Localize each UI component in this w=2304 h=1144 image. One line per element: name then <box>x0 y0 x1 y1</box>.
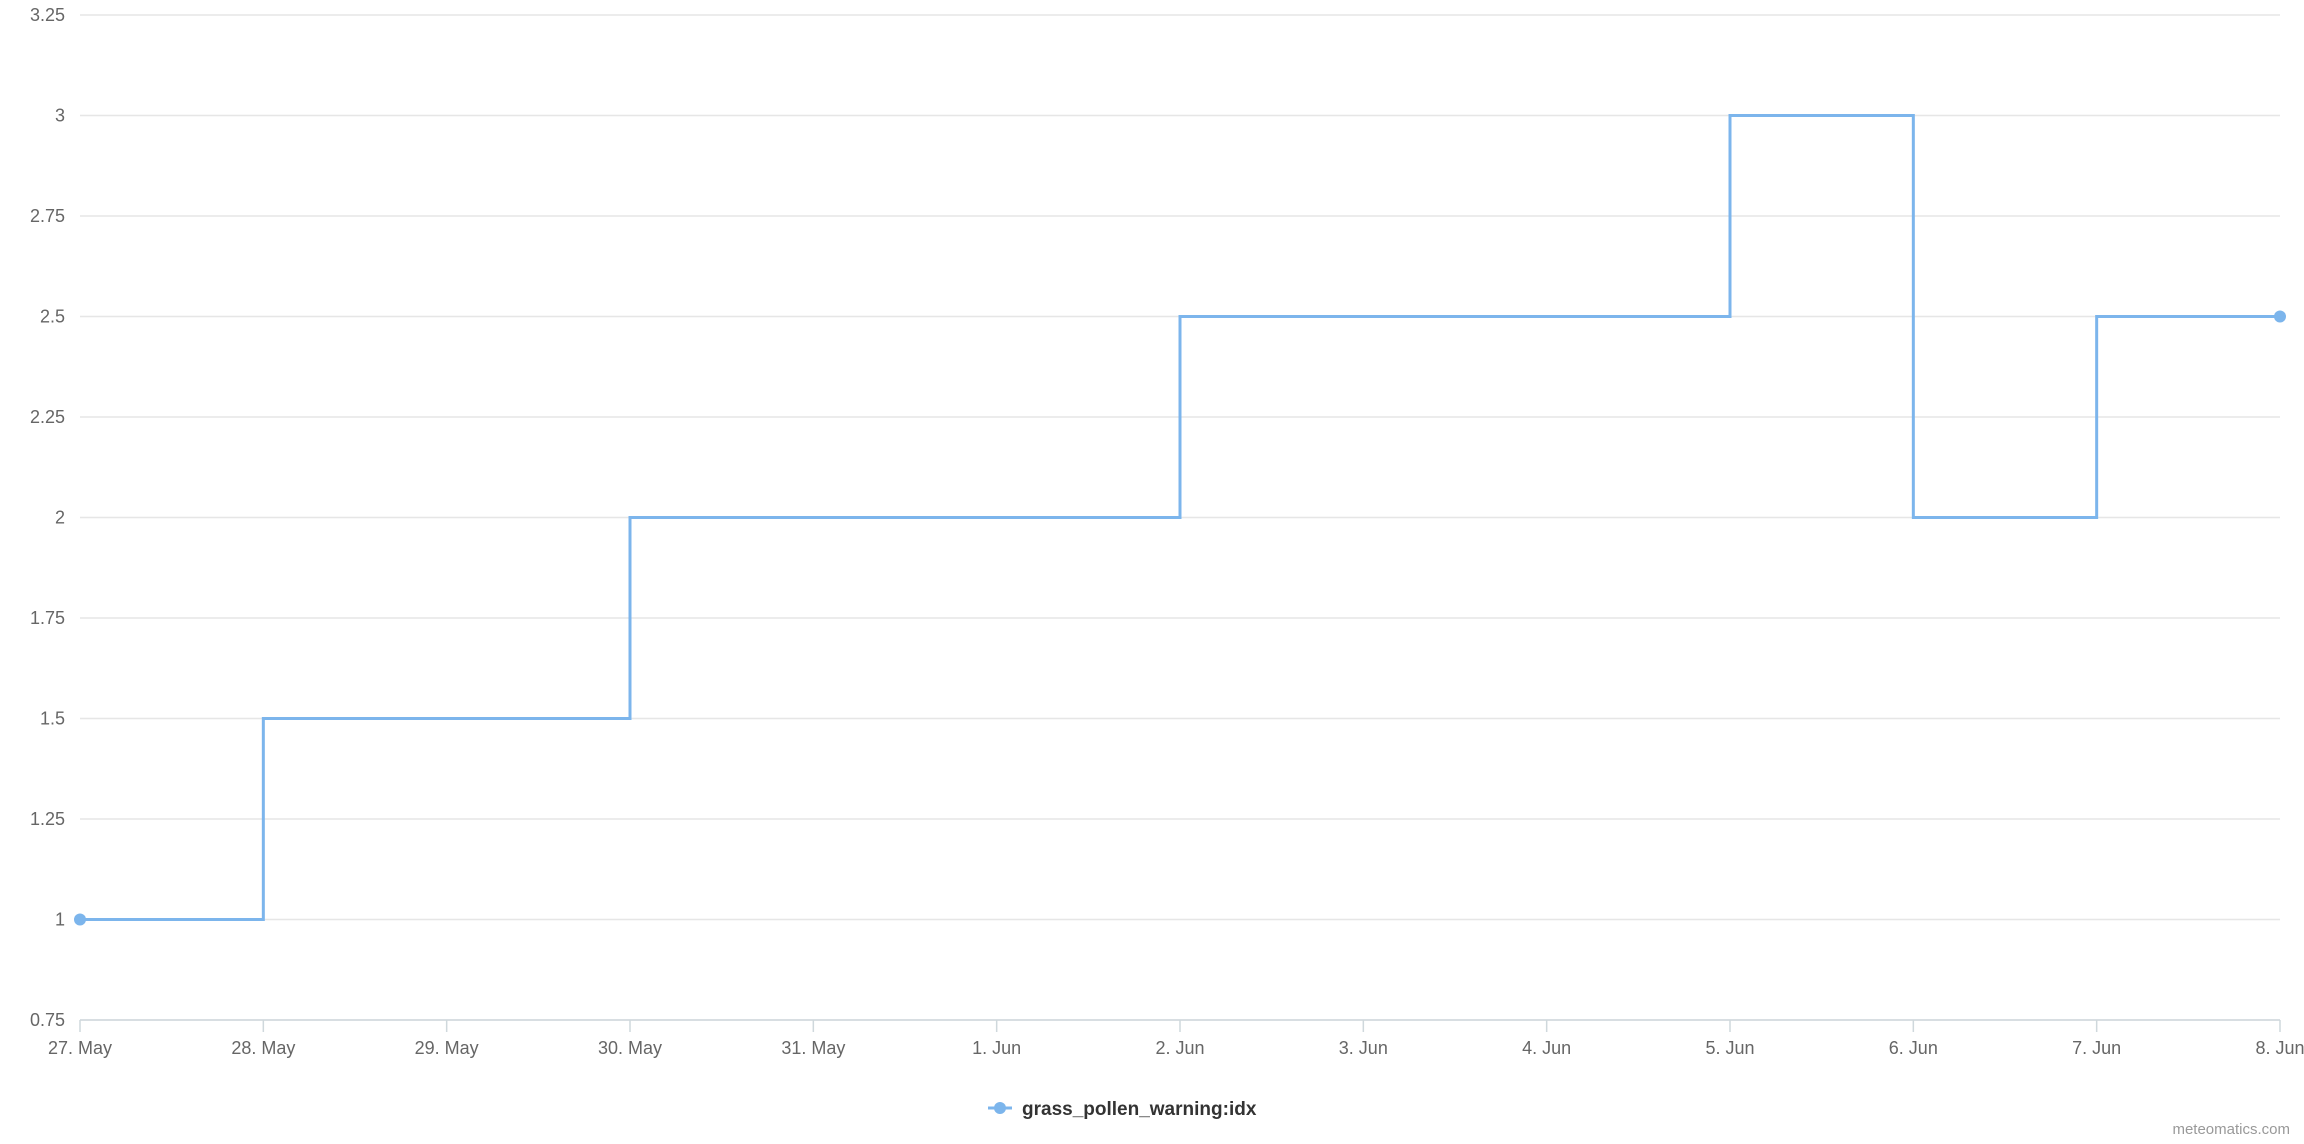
y-axis: 0.75 1 1.25 1.5 1.75 2 2.25 2.5 2.75 3 3.25 <box>30 5 65 1030</box>
y-tick-label: 3 <box>55 106 65 126</box>
y-tick-label: 2.75 <box>30 206 65 226</box>
y-tick-label: 2.5 <box>40 307 65 327</box>
x-tick-label: 6. Jun <box>1889 1038 1938 1058</box>
credits-label[interactable]: meteomatics.com <box>2172 1121 2290 1138</box>
x-tick-label: 28. May <box>231 1038 295 1058</box>
chart-svg: 0.75 1 1.25 1.5 1.75 2 2.25 2.5 2.75 3 3.25 27. Ma… <box>0 0 2304 1144</box>
x-tick-label: 7. Jun <box>2072 1038 2121 1058</box>
x-tick-label: 31. May <box>781 1038 845 1058</box>
x-axis: 27. May 28. May 29. May 30. May 31. May 1. Ju… <box>48 1020 2304 1058</box>
y-tick-label: 2.25 <box>30 407 65 427</box>
y-tick-label: 1 <box>55 910 65 930</box>
x-tick-label: 8. Jun <box>2255 1038 2304 1058</box>
x-tick-label: 1. Jun <box>972 1038 1021 1058</box>
series-marker <box>2274 311 2286 323</box>
legend: grass_pollen_warning:idx <box>988 1099 1257 1120</box>
y-tick-label: 2 <box>55 508 65 528</box>
x-tick-label: 3. Jun <box>1339 1038 1388 1058</box>
y-tick-label: 1.5 <box>40 709 65 729</box>
chart-container: 0.75 1 1.25 1.5 1.75 2 2.25 2.5 2.75 3 3.25 27. Ma… <box>0 0 2304 1144</box>
legend-label: grass_pollen_warning:idx <box>1022 1099 1257 1120</box>
y-tick-label: 1.75 <box>30 608 65 628</box>
y-tick-label: 0.75 <box>30 1010 65 1030</box>
x-tick-label: 5. Jun <box>1705 1038 1754 1058</box>
series-marker <box>74 914 86 926</box>
x-tick-label: 2. Jun <box>1155 1038 1204 1058</box>
x-tick-label: 29. May <box>415 1038 479 1058</box>
y-tick-label: 3.25 <box>30 5 65 25</box>
x-tick-label: 30. May <box>598 1038 662 1058</box>
legend-marker-dot <box>994 1102 1006 1114</box>
x-tick-label: 4. Jun <box>1522 1038 1571 1058</box>
x-tick-label: 27. May <box>48 1038 112 1058</box>
series-line <box>74 116 2286 926</box>
y-tick-label: 1.25 <box>30 809 65 829</box>
